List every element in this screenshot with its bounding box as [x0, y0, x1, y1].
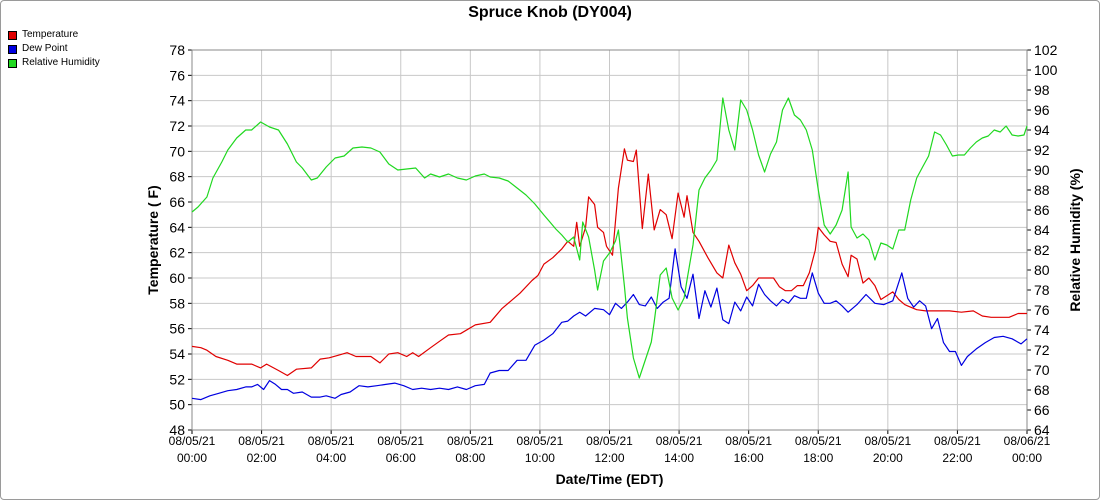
y2-tick-label: 66 — [1034, 402, 1050, 418]
series-line-dew-point — [191, 248, 1028, 401]
y2-tick-label: 84 — [1034, 222, 1050, 238]
plot-border — [191, 49, 1028, 431]
x-tick-label-time: 18:00 — [803, 451, 833, 465]
y2-tick-label: 68 — [1034, 382, 1050, 398]
y2-axis-title: Relative Humidity (%) — [1067, 168, 1083, 311]
y-tick-label: 74 — [169, 93, 185, 109]
x-tick-label-time: 04:00 — [316, 451, 346, 465]
y-tick-label: 68 — [169, 169, 185, 185]
y-tick-label: 62 — [169, 245, 185, 261]
y-tick-label: 50 — [169, 397, 185, 413]
x-tick-label-time: 20:00 — [873, 451, 903, 465]
x-tick-label-time: 06:00 — [386, 451, 416, 465]
x-tick-label-date: 08/05/21 — [864, 434, 911, 448]
y2-tick-label: 80 — [1034, 262, 1050, 278]
y2-tick-label: 96 — [1034, 102, 1050, 118]
x-tick-label-time: 12:00 — [594, 451, 624, 465]
x-tick-label-time: 00:00 — [177, 451, 207, 465]
series-line-temperature — [191, 148, 1027, 377]
legend-item-relative-humidity: Relative Humidity — [8, 56, 100, 70]
x-tick-label-date: 08/05/21 — [447, 434, 494, 448]
x-tick-label-date: 08/06/21 — [1004, 434, 1051, 448]
y-tick-label: 64 — [169, 219, 185, 235]
y-tick-label: 54 — [169, 346, 185, 362]
y2-tick-label: 92 — [1034, 142, 1050, 158]
legend-item-temperature: Temperature — [8, 28, 100, 42]
legend-swatch-temperature — [8, 30, 17, 40]
x-tick-label-time: 14:00 — [664, 451, 694, 465]
x-tick-label-date: 08/05/21 — [656, 434, 703, 448]
y2-tick-label: 74 — [1034, 322, 1050, 338]
legend-label-relative-humidity: Relative Humidity — [22, 57, 100, 68]
y2-tick-label: 98 — [1034, 82, 1050, 98]
y-tick-label: 52 — [169, 371, 185, 387]
y-tick-label: 58 — [169, 295, 185, 311]
x-tick-label-date: 08/05/21 — [377, 434, 424, 448]
x-tick-label-date: 08/05/21 — [169, 434, 216, 448]
y2-tick-label: 86 — [1034, 202, 1050, 218]
y-axis-title: Temperature ( F) — [145, 185, 161, 294]
legend-label-dew-point: Dew Point — [22, 43, 68, 54]
y2-tick-label: 64 — [1034, 422, 1050, 438]
x-tick-label-date: 08/05/21 — [795, 434, 842, 448]
y2-tick-label: 94 — [1034, 122, 1050, 138]
y-tick-label: 70 — [169, 143, 185, 159]
y2-tick-label: 82 — [1034, 242, 1050, 258]
series-line-relative-humidity — [191, 97, 1028, 379]
x-tick-label-time: 10:00 — [525, 451, 555, 465]
x-tick-label-date: 08/05/21 — [308, 434, 355, 448]
legend-swatch-dew-point — [8, 44, 17, 54]
y-tick-label: 66 — [169, 194, 185, 210]
x-tick-label-date: 08/05/21 — [238, 434, 285, 448]
x-tick-label-time: 22:00 — [942, 451, 972, 465]
legend-swatch-relative-humidity — [8, 58, 17, 68]
y-tick-label: 72 — [169, 118, 185, 134]
chart-title: Spruce Knob (DY004) — [468, 4, 632, 21]
x-tick-label-time: 02:00 — [247, 451, 277, 465]
x-tick-label-date: 08/05/21 — [586, 434, 633, 448]
y-tick-label: 60 — [169, 270, 185, 286]
y2-tick-label: 72 — [1034, 342, 1050, 358]
y2-tick-label: 90 — [1034, 162, 1050, 178]
x-tick-label-time: 08:00 — [455, 451, 485, 465]
y-tick-label: 56 — [169, 321, 185, 337]
y2-tick-label: 102 — [1034, 42, 1058, 58]
y2-tick-label: 78 — [1034, 282, 1050, 298]
y2-tick-label: 70 — [1034, 362, 1050, 378]
legend: Temperature Dew Point Relative Humidity — [8, 28, 100, 70]
legend-label-temperature: Temperature — [22, 29, 79, 40]
y2-tick-label: 88 — [1034, 182, 1050, 198]
x-tick-label-time: 16:00 — [734, 451, 764, 465]
x-tick-label-date: 08/05/21 — [934, 434, 981, 448]
y2-tick-label: 100 — [1034, 62, 1058, 78]
y-tick-label: 48 — [169, 422, 185, 438]
y-tick-label: 76 — [169, 67, 185, 83]
y-tick-label: 78 — [169, 42, 185, 58]
x-tick-label-date: 08/05/21 — [725, 434, 772, 448]
x-axis-title: Date/Time (EDT) — [556, 471, 664, 487]
y2-tick-label: 76 — [1034, 302, 1050, 318]
x-tick-label-time: 00:00 — [1012, 451, 1042, 465]
legend-item-dew-point: Dew Point — [8, 42, 100, 56]
x-tick-label-date: 08/05/21 — [517, 434, 564, 448]
